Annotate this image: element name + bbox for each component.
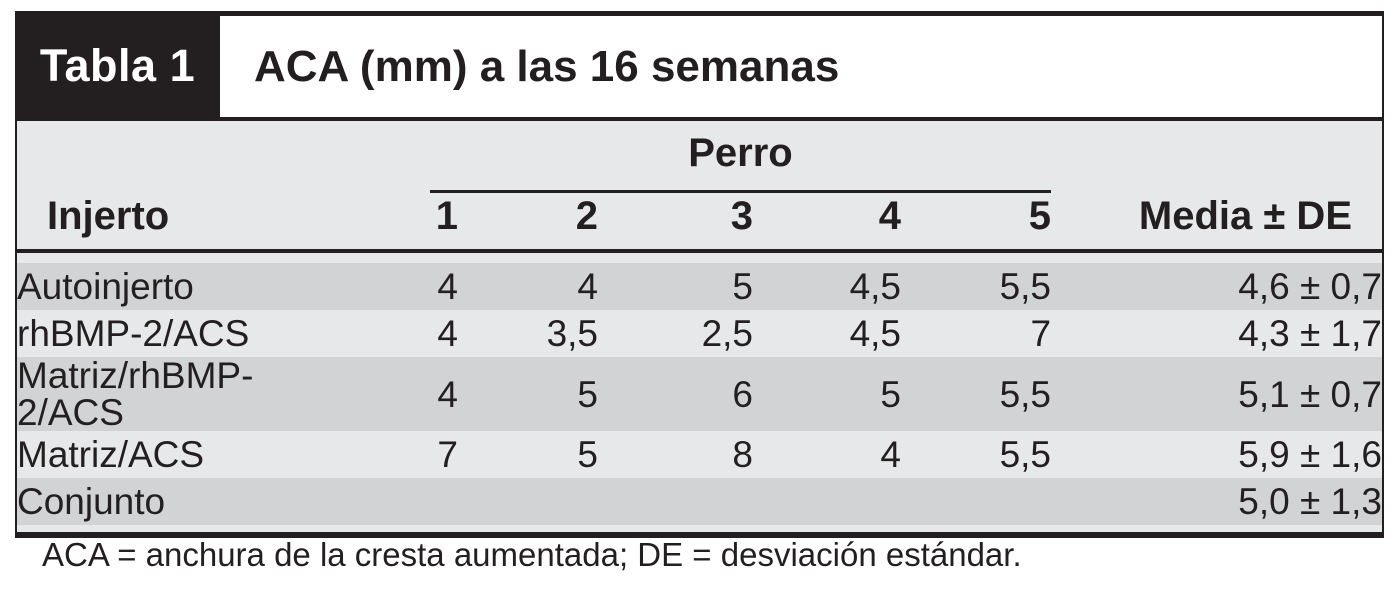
- cell-value: 6: [598, 357, 753, 431]
- column-group-perro: Perro: [338, 121, 1052, 193]
- column-header-dog-1: 1: [435, 194, 458, 238]
- perro-group-label: Perro: [430, 121, 1052, 193]
- cell-value: 4,5: [753, 310, 901, 357]
- cell-value: 5,5: [901, 357, 1052, 431]
- table-row-conjunto: Conjunto 5,0 ± 1,3: [16, 478, 1383, 525]
- cell-value: [753, 478, 901, 525]
- cell-value: 4: [753, 431, 901, 478]
- cell-mean: 4,6 ± 0,7: [1051, 263, 1383, 310]
- column-header-media: Media ± DE: [1138, 194, 1352, 238]
- header-dog-numbers-row: 1 2 3 4 5: [16, 193, 1383, 251]
- row-label: Conjunto: [16, 478, 338, 525]
- column-header-dog-4: 4: [878, 194, 901, 238]
- cell-value: 5: [458, 357, 598, 431]
- cell-value: [598, 478, 753, 525]
- spacer-row: [16, 251, 1383, 263]
- table-row-matriz-acs: Matriz/ACS 7 5 8 4 5,5 5,9 ± 1,6: [16, 431, 1383, 478]
- data-table: Injerto Perro Media ± DE 1 2 3 4 5 A: [15, 121, 1384, 538]
- cell-value: 5,5: [901, 263, 1052, 310]
- cell-value: [338, 478, 458, 525]
- cell-mean: 5,0 ± 1,3: [1051, 478, 1383, 525]
- cell-value: 7: [901, 310, 1052, 357]
- cell-mean: 5,9 ± 1,6: [1051, 431, 1383, 478]
- table-titlebar: Tabla 1 ACA (mm) a las 16 semanas: [15, 11, 1384, 121]
- table1-container: Tabla 1 ACA (mm) a las 16 semanas Injert…: [15, 11, 1384, 538]
- cell-value: 5: [458, 431, 598, 478]
- cell-value: 5: [753, 357, 901, 431]
- cell-value: 4: [338, 357, 458, 431]
- row-label: rhBMP-2/ACS: [16, 310, 338, 357]
- table-tag: Tabla 1: [15, 11, 220, 121]
- cell-value: 7: [338, 431, 458, 478]
- cell-value: 5: [598, 263, 753, 310]
- column-header-dog-5: 5: [1028, 194, 1052, 238]
- cell-mean: 5,1 ± 0,7: [1051, 357, 1383, 431]
- table-body: Autoinjerto 4 4 5 4,5 5,5 4,6 ± 0,7 rhBM…: [16, 251, 1383, 535]
- row-label: Matriz/ACS: [16, 431, 338, 478]
- cell-mean: 4,3 ± 1,7: [1051, 310, 1383, 357]
- table-header: Injerto Perro Media ± DE 1 2 3 4 5: [16, 121, 1383, 251]
- cell-value: 4: [458, 263, 598, 310]
- cell-value: [901, 478, 1052, 525]
- column-header-dog-2: 2: [575, 194, 598, 238]
- spacer-row: [16, 525, 1383, 535]
- cell-value: 2,5: [598, 310, 753, 357]
- cell-value: 4,5: [753, 263, 901, 310]
- row-label: Autoinjerto: [16, 263, 338, 310]
- table-row-matriz-rhbmp2-acs: Matriz/rhBMP-2/ACS 4 5 6 5 5,5 5,1 ± 0,7: [16, 357, 1383, 431]
- table-row-rhbmp2-acs: rhBMP-2/ACS 4 3,5 2,5 4,5 7 4,3 ± 1,7: [16, 310, 1383, 357]
- column-header-dog-3: 3: [730, 194, 753, 238]
- cell-value: 8: [598, 431, 753, 478]
- row-label: Matriz/rhBMP-2/ACS: [16, 357, 338, 431]
- header-group-row: Injerto Perro Media ± DE: [16, 121, 1383, 238]
- table-footnote: ACA = anchura de la cresta aumentada; DE…: [42, 536, 1022, 573]
- cell-value: 3,5: [458, 310, 598, 357]
- cell-value: 4: [338, 263, 458, 310]
- cell-value: 4: [338, 310, 458, 357]
- cell-value: [458, 478, 598, 525]
- table-title: ACA (mm) a las 16 semanas: [220, 11, 1384, 121]
- cell-value: 5,5: [901, 431, 1052, 478]
- column-header-injerto: Injerto: [47, 194, 170, 238]
- table-row-autoinjerto: Autoinjerto 4 4 5 4,5 5,5 4,6 ± 0,7: [16, 263, 1383, 310]
